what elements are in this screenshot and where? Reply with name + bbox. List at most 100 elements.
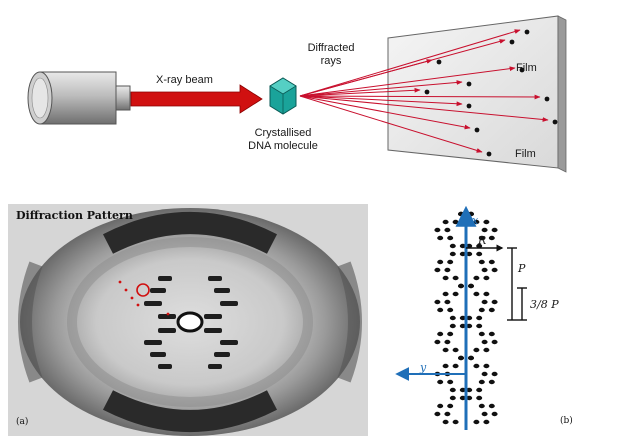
helix-dot <box>444 299 451 305</box>
helix-dot <box>444 267 451 273</box>
helix-dot <box>459 395 466 401</box>
helix-dot <box>449 323 456 329</box>
helix-dot-pattern <box>434 211 498 425</box>
helix-dot <box>449 395 456 401</box>
helix-dot <box>491 267 498 273</box>
helix-dot <box>473 291 480 297</box>
helix-dot <box>483 419 490 425</box>
helix-dot <box>442 219 449 225</box>
helix-dot <box>473 347 480 353</box>
film-spot <box>424 89 430 95</box>
crystal-label-line1: Crystallised <box>254 127 312 139</box>
film-spot <box>552 119 558 125</box>
helix-dot <box>481 267 488 273</box>
helix-dot <box>466 387 473 393</box>
helix-dot <box>488 403 495 409</box>
diffracted-ray <box>299 95 483 153</box>
diffracted-label-line1: Diffracted <box>307 42 355 54</box>
xray-setup-diagram <box>27 15 567 173</box>
film-spot <box>474 127 480 133</box>
pitch-bracket <box>507 247 517 321</box>
helix-dot <box>491 299 498 305</box>
fraction-bracket <box>517 287 527 321</box>
xray-beam-label: X-ray beam <box>156 74 213 86</box>
helix-dot <box>478 403 485 409</box>
diffracted-ray <box>299 95 463 107</box>
film-spot <box>486 151 492 157</box>
helix-dot <box>458 283 464 289</box>
helix-dot <box>442 347 449 353</box>
helix-dot <box>434 411 441 417</box>
xray-source-icon <box>27 71 131 125</box>
helix-dot <box>483 363 490 369</box>
helix-dot <box>488 331 495 337</box>
helix-dot <box>466 315 473 321</box>
helix-panel-label: (b) <box>560 416 573 426</box>
helix-dot <box>478 259 485 265</box>
helix-schematic-panel: x y R P 3/8 P (b) <box>380 204 618 436</box>
helix-dot <box>476 323 483 329</box>
diffracted-ray <box>299 94 541 100</box>
helix-dot <box>476 395 483 401</box>
film-spot <box>519 67 525 73</box>
helix-dot <box>447 403 454 409</box>
helix-dot <box>481 411 488 417</box>
helix-dot <box>458 211 464 217</box>
helix-dot <box>483 219 490 225</box>
diffracted-ray <box>299 95 549 122</box>
helix-dot <box>437 403 444 409</box>
helix-dot <box>459 387 466 393</box>
helix-dot <box>481 227 488 233</box>
helix-dot <box>452 219 459 225</box>
helix-dot <box>488 307 495 313</box>
helix-dot <box>478 235 485 241</box>
helix-dot <box>473 363 480 369</box>
axis-x-label: x <box>472 214 479 227</box>
helix-dot <box>459 323 466 329</box>
helix-dot <box>447 379 454 385</box>
diffracted-ray <box>299 39 506 97</box>
helix-dot <box>437 331 444 337</box>
helix-dot <box>476 251 483 257</box>
helix-dot <box>444 411 451 417</box>
helix-dot <box>452 275 459 281</box>
helix-dot <box>488 235 495 241</box>
photo-title: Diffraction Pattern <box>16 209 133 222</box>
helix-dot <box>483 291 490 297</box>
dna-crystal-icon <box>269 77 297 115</box>
helix-dot <box>437 235 444 241</box>
helix-dot <box>483 347 490 353</box>
helix-dot <box>466 251 473 257</box>
diffracted-label-line2: rays <box>320 55 342 67</box>
helix-dot <box>449 243 456 249</box>
film-spot <box>466 103 472 109</box>
film-spot <box>436 59 442 65</box>
helix-dot <box>488 379 495 385</box>
helix-dot <box>476 387 483 393</box>
photo-panel-label: (a) <box>16 417 29 427</box>
helix-dot <box>447 331 454 337</box>
diffracted-ray <box>299 95 471 130</box>
film-label: Film <box>515 148 536 160</box>
helix-dot <box>491 371 498 377</box>
diffraction-pattern-photo: Diffraction Pattern (a) <box>8 204 368 436</box>
fraction-label: 3/8 P <box>530 298 559 311</box>
helix-dot <box>437 379 444 385</box>
helix-dot <box>437 307 444 313</box>
pitch-label: P <box>518 262 526 275</box>
helix-dot <box>437 259 444 265</box>
helix-dot <box>478 307 485 313</box>
helix-dot <box>452 363 459 369</box>
film-spot <box>466 81 472 87</box>
helix-dot <box>449 251 456 257</box>
helix-dot <box>476 315 483 321</box>
helix-dot <box>458 355 464 361</box>
film-spot <box>524 29 530 35</box>
helix-dot <box>444 227 451 233</box>
helix-dot <box>442 275 449 281</box>
film-plate <box>387 15 559 169</box>
axis-y-label: y <box>420 361 427 374</box>
helix-dot <box>491 227 498 233</box>
helix-dot <box>491 411 498 417</box>
radius-label: R <box>478 234 487 247</box>
